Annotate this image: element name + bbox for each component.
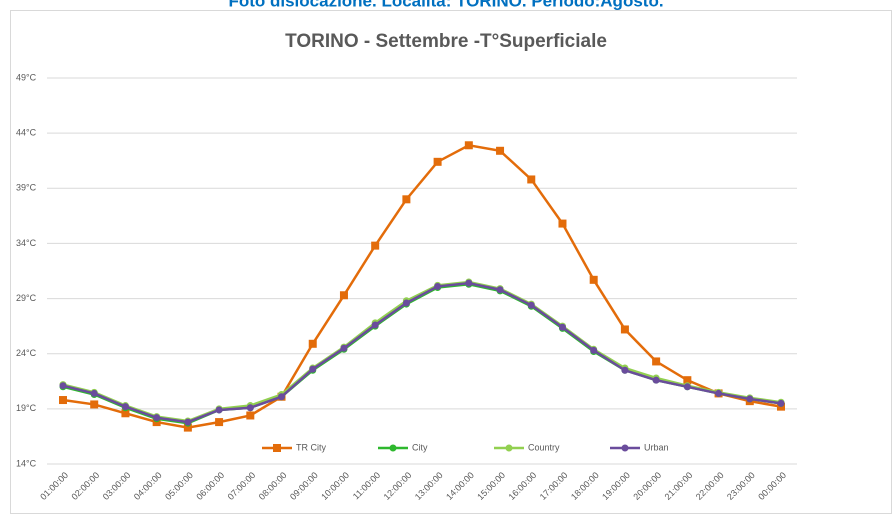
marker <box>402 195 411 204</box>
marker <box>527 175 536 184</box>
marker <box>652 357 661 366</box>
header-band <box>0 0 893 10</box>
marker <box>309 365 317 373</box>
y-tick-label: 49°C <box>16 72 37 82</box>
marker <box>278 393 286 401</box>
marker <box>371 321 379 329</box>
marker <box>620 325 629 334</box>
marker <box>465 279 473 287</box>
series-line <box>62 281 782 424</box>
legend-label: TR City <box>296 442 326 452</box>
marker <box>590 346 598 354</box>
legend-label: Urban <box>644 442 669 452</box>
series-line <box>62 143 782 429</box>
marker <box>121 403 129 411</box>
legend-marker <box>621 444 629 452</box>
legend-marker <box>273 444 281 452</box>
marker <box>464 141 473 150</box>
marker <box>308 339 317 348</box>
y-tick-label: 29°C <box>16 293 37 303</box>
chart-frame <box>10 10 892 514</box>
marker <box>59 396 67 405</box>
marker <box>246 411 255 420</box>
legend-marker <box>505 444 513 452</box>
marker <box>215 418 224 427</box>
marker <box>589 275 598 284</box>
marker <box>621 366 629 374</box>
marker <box>777 399 785 407</box>
marker <box>527 301 535 309</box>
marker <box>59 382 67 390</box>
y-tick-label: 39°C <box>16 183 37 193</box>
header-title: Foto dislocazione. Località: TORINO. Per… <box>228 0 663 10</box>
marker <box>558 323 566 331</box>
marker <box>371 241 380 250</box>
legend-label: Country <box>528 442 560 452</box>
marker <box>652 376 660 384</box>
y-tick-label: 44°C <box>16 128 37 138</box>
marker <box>496 146 505 155</box>
marker <box>183 423 192 432</box>
y-tick-label: 24°C <box>16 348 37 358</box>
marker <box>683 383 691 391</box>
chart-title: TORINO - Settembre -T°Superficiale <box>285 31 607 52</box>
y-tick-label: 34°C <box>16 238 37 248</box>
marker <box>246 404 254 412</box>
marker <box>215 406 223 414</box>
marker <box>434 282 442 290</box>
marker <box>496 286 504 294</box>
marker <box>184 418 192 426</box>
marker <box>558 219 567 228</box>
marker <box>90 389 98 397</box>
legend-label: City <box>412 442 428 452</box>
marker <box>90 400 99 409</box>
y-tick-label: 14°C <box>16 458 37 468</box>
legend-marker <box>389 444 397 452</box>
marker <box>121 409 130 418</box>
y-tick-label: 19°C <box>16 403 37 413</box>
marker <box>340 344 348 352</box>
marker <box>746 395 754 403</box>
marker <box>153 414 161 422</box>
marker <box>683 376 692 385</box>
marker <box>402 299 410 307</box>
marker <box>339 291 348 300</box>
marker <box>433 157 442 166</box>
marker <box>715 389 723 397</box>
